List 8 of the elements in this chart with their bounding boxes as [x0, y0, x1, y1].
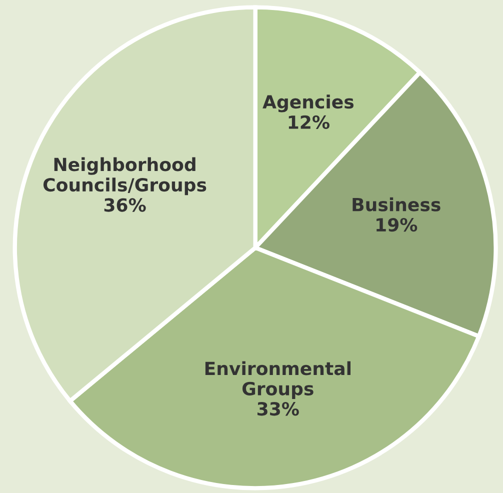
slice-label: Environmental Groups	[205, 361, 350, 399]
data-label: 12%	[288, 115, 330, 130]
slice-label: Agencies	[262, 94, 354, 112]
data-label: 36%	[104, 198, 146, 212]
slice-label: Business	[352, 197, 440, 212]
slice-label: Neighborhood Councils/Groups	[43, 157, 206, 196]
data-label: 19%	[376, 218, 418, 232]
data-label: 33%	[257, 402, 299, 416]
